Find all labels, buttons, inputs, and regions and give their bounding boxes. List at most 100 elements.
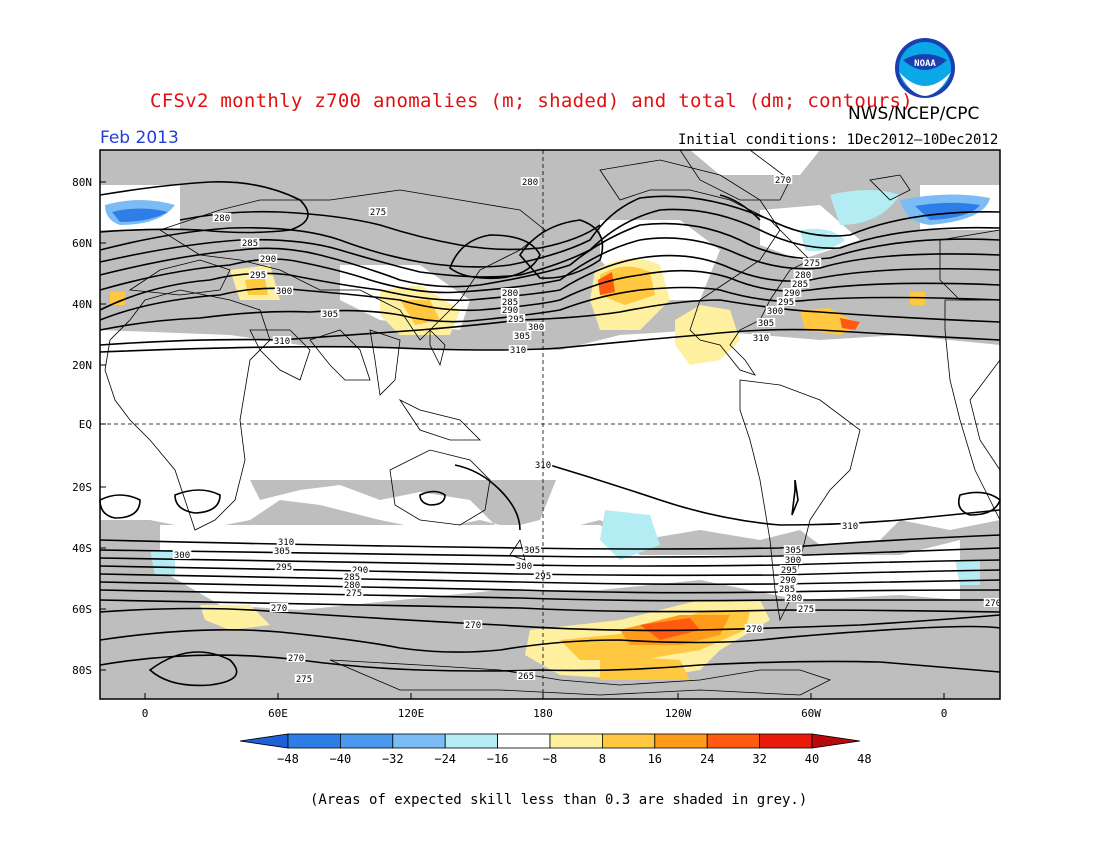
contour-label: 305 [524, 546, 540, 556]
contour-label-bg [520, 177, 540, 186]
contour-label-bg [983, 598, 1003, 607]
contour-label: 290 [784, 289, 800, 299]
contour-label: 305 [514, 332, 530, 342]
contour-label-bg [802, 258, 822, 267]
contour-label: 290 [780, 576, 796, 586]
contour-label-bg [274, 562, 294, 571]
contour-label-bg [744, 624, 764, 633]
contour-label-bg [274, 286, 294, 295]
lat-tick-label: EQ [79, 418, 92, 431]
contour-label-bg [508, 345, 528, 354]
latitude-axis: 80N 60N 40N 20N EQ 20S 40S 60S 80S [72, 176, 106, 677]
skill-footnote: (Areas of expected skill less than 0.3 a… [310, 792, 808, 808]
contour-label-bg [500, 288, 520, 297]
contour-label: 305 [322, 310, 338, 320]
contour-label: 270 [746, 625, 762, 635]
contour-label-bg [779, 565, 799, 574]
contour-label-bg [783, 555, 803, 564]
contour-label-bg [793, 270, 813, 279]
contour-label-bg [773, 175, 793, 184]
contour-label-bg [240, 238, 260, 247]
contour-label-bg [500, 305, 520, 314]
colorbar-tick-label: −16 [487, 752, 509, 766]
contour-label-bg [512, 331, 532, 340]
colorbar-box [549, 733, 603, 749]
lat-tick-label: 20S [72, 481, 92, 494]
contour-label-bg [533, 571, 553, 580]
contour-label-bg [840, 521, 860, 530]
contour-label-bg [790, 279, 810, 288]
contour-label: 270 [985, 599, 1001, 609]
contour-label-bg [342, 572, 362, 581]
contour-label: 285 [502, 298, 518, 308]
contour-label-bg [526, 322, 546, 331]
contour-label: 275 [370, 208, 386, 218]
colorbar: −48 −40 −32 −24 −16 −8 8 16 24 32 40 48 [239, 733, 872, 766]
lon-tick-label: 120W [665, 707, 692, 720]
contour-label-bg [514, 561, 534, 570]
lon-tick-label: 180 [533, 707, 553, 720]
colorbar-box [444, 733, 499, 749]
contour-label: 285 [792, 280, 808, 290]
contour-label-bg [276, 537, 296, 546]
contour-label-bg [533, 460, 553, 469]
contour-label: 290 [352, 566, 368, 576]
colorbar-tick-label: −40 [330, 752, 352, 766]
map-panel: 2802752802852902953003053102802852902953… [99, 149, 1003, 700]
colorbar-tick-label: −48 [277, 752, 299, 766]
contour-labels: 2802752802852902953003053102802852902953… [172, 175, 1003, 685]
contour-label-bg [344, 588, 364, 597]
lat-tick-label: 40S [72, 542, 92, 555]
contour-label-bg [500, 297, 520, 306]
contour-label: 310 [274, 337, 290, 347]
contour-label-bg [286, 653, 306, 662]
contour-label: 280 [344, 581, 360, 591]
lat-tick-label: 80N [72, 176, 92, 189]
valid-month-label: Feb 2013 [100, 128, 179, 148]
contour-label: 280 [522, 178, 538, 188]
contour-label: 310 [510, 346, 526, 356]
colorbar-tick-label: 48 [857, 752, 871, 766]
contour-label: 310 [753, 334, 769, 344]
contour-label: 305 [785, 546, 801, 556]
contour-label: 275 [804, 259, 820, 269]
colorbar-box [392, 733, 446, 749]
longitude-axis: 0 60E 120E 180 120W 60W 0 [142, 693, 947, 720]
contour-label: 295 [781, 566, 797, 576]
contour-label-bg [212, 213, 232, 222]
contour-label: 285 [344, 573, 360, 583]
lon-tick-label: 60W [801, 707, 821, 720]
contour-label-bg [320, 309, 340, 318]
colorbar-tick-label: −24 [434, 752, 456, 766]
organization-label: NWS/NCEP/CPC [848, 104, 980, 124]
contour-label: 300 [528, 323, 544, 333]
contour-label: 280 [214, 214, 230, 224]
contour-label-bg [463, 620, 483, 629]
contour-label: 280 [786, 594, 802, 604]
lat-tick-label: 20N [72, 359, 92, 372]
colorbar-tick-label: −32 [382, 752, 404, 766]
contour-label: 270 [288, 654, 304, 664]
contour-label: 265 [518, 672, 534, 682]
contour-label: 310 [842, 522, 858, 532]
contour-label: 280 [502, 289, 518, 299]
contour-label: 295 [778, 298, 794, 308]
colorbar-box [497, 733, 551, 749]
contour-label-bg [272, 336, 292, 345]
contour-label: 295 [508, 315, 524, 325]
contour-label: 300 [174, 551, 190, 561]
colorbar-max-arrow [811, 733, 861, 749]
colorbar-tick-label: 40 [805, 752, 819, 766]
contour-label-bg [269, 603, 289, 612]
contour-label-bg [522, 545, 542, 554]
colorbar-min-arrow [239, 733, 289, 749]
contour-label: 310 [278, 538, 294, 548]
contour-label-bg [765, 306, 785, 315]
contour-label-bg [751, 333, 771, 342]
colorbar-box [706, 733, 761, 749]
chart-title: CFSv2 monthly z700 anomalies (m; shaded)… [150, 90, 914, 112]
contour-label-bg [172, 550, 192, 559]
contour-label: 285 [242, 239, 258, 249]
lat-tick-label: 80S [72, 664, 92, 677]
